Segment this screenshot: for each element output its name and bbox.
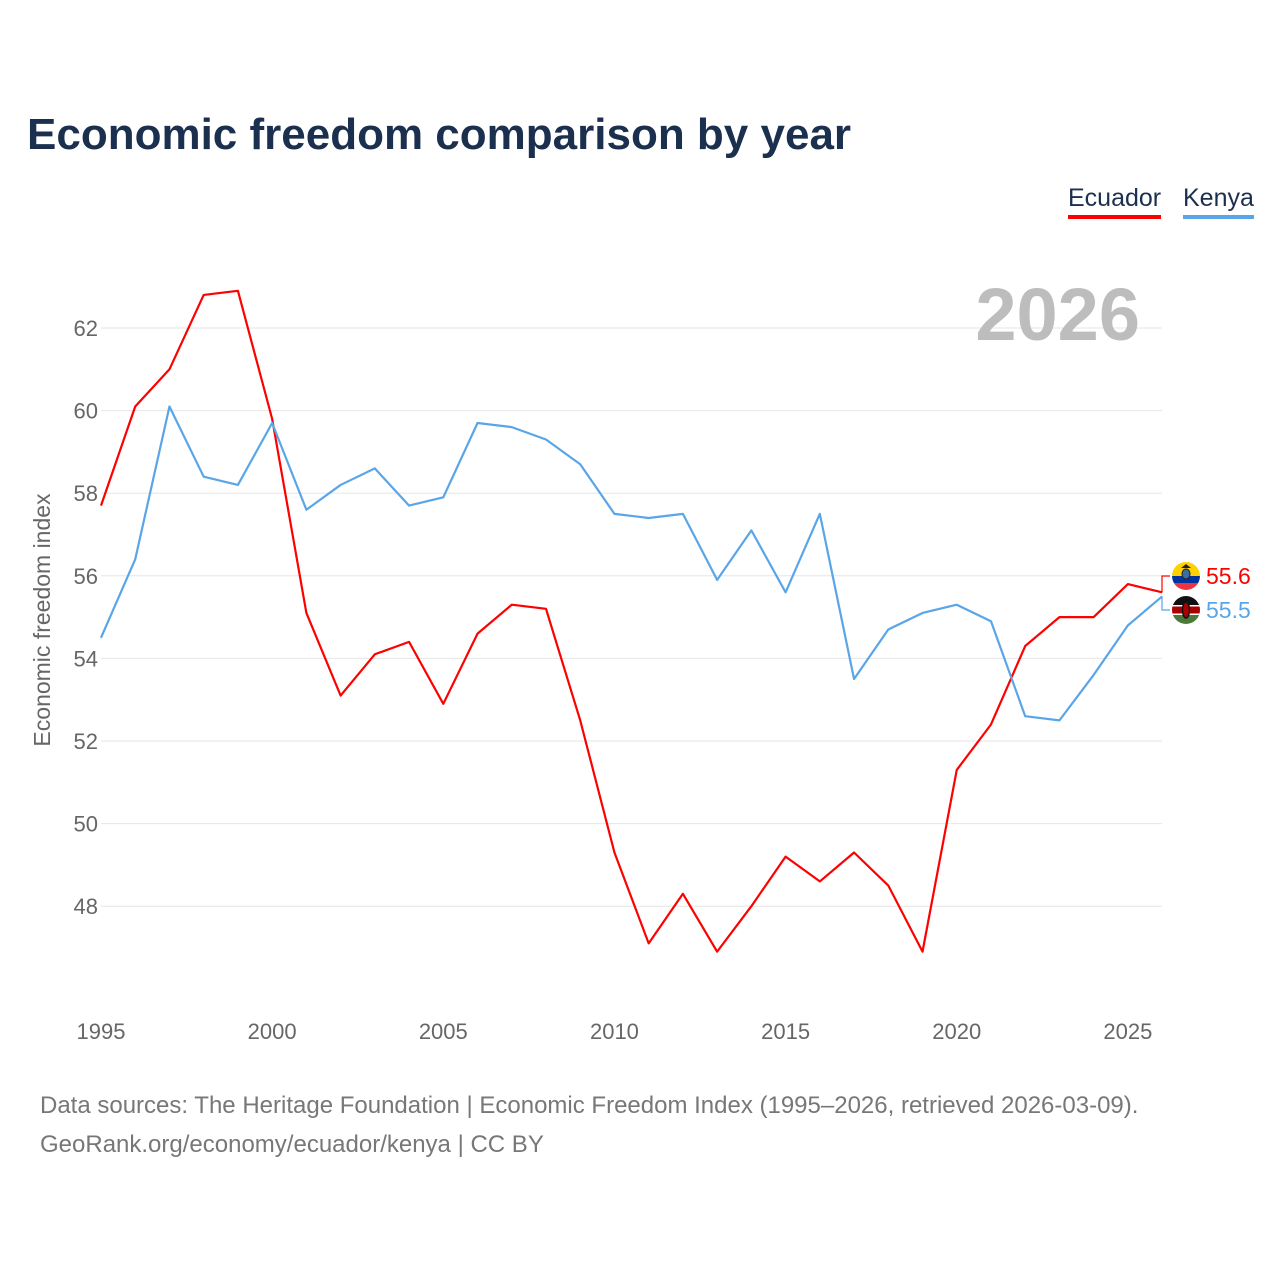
y-tick-label: 56 (74, 564, 98, 589)
x-tick-label: 1995 (77, 1019, 126, 1044)
y-tick-label: 54 (74, 646, 98, 671)
chart-title: Economic freedom comparison by year (27, 110, 852, 159)
y-axis-label: Economic freedom index (29, 493, 55, 747)
source-note: Data sources: The Heritage Foundation | … (40, 1086, 1138, 1164)
legend-ecuador[interactable]: Ecuador (1068, 184, 1162, 219)
y-tick-label: 62 (74, 316, 98, 341)
x-tick-label: 2015 (761, 1019, 810, 1044)
y-tick-label: 48 (74, 894, 98, 919)
x-tick-label: 2005 (419, 1019, 468, 1044)
source-line-1: Data sources: The Heritage Foundation | … (40, 1092, 1139, 1119)
end-value-label: 55.5 (1206, 597, 1251, 623)
x-tick-label: 2025 (1103, 1019, 1152, 1044)
series-line-kenya (99, 405, 1163, 722)
y-tick-label: 58 (74, 481, 98, 506)
x-tick-label: 2000 (248, 1019, 297, 1044)
y-tick-label: 50 (74, 812, 98, 837)
end-value-label: 55.6 (1206, 563, 1251, 589)
end-connector (1161, 575, 1170, 593)
ecuador-flag-icon (1172, 562, 1200, 590)
kenya-flag-icon (1172, 596, 1200, 624)
x-tick-label: 2010 (590, 1019, 639, 1044)
source-line-2[interactable]: GeoRank.org/economy/ecuador/kenya | CC B… (40, 1131, 544, 1158)
legend-kenya[interactable]: Kenya (1183, 184, 1254, 219)
y-tick-label: 60 (74, 399, 98, 424)
x-tick-label: 2020 (932, 1019, 981, 1044)
end-connector (1161, 595, 1170, 611)
series-line-ecuador (99, 289, 1163, 953)
y-tick-label: 52 (74, 729, 98, 754)
year-watermark: 2026 (975, 273, 1140, 356)
